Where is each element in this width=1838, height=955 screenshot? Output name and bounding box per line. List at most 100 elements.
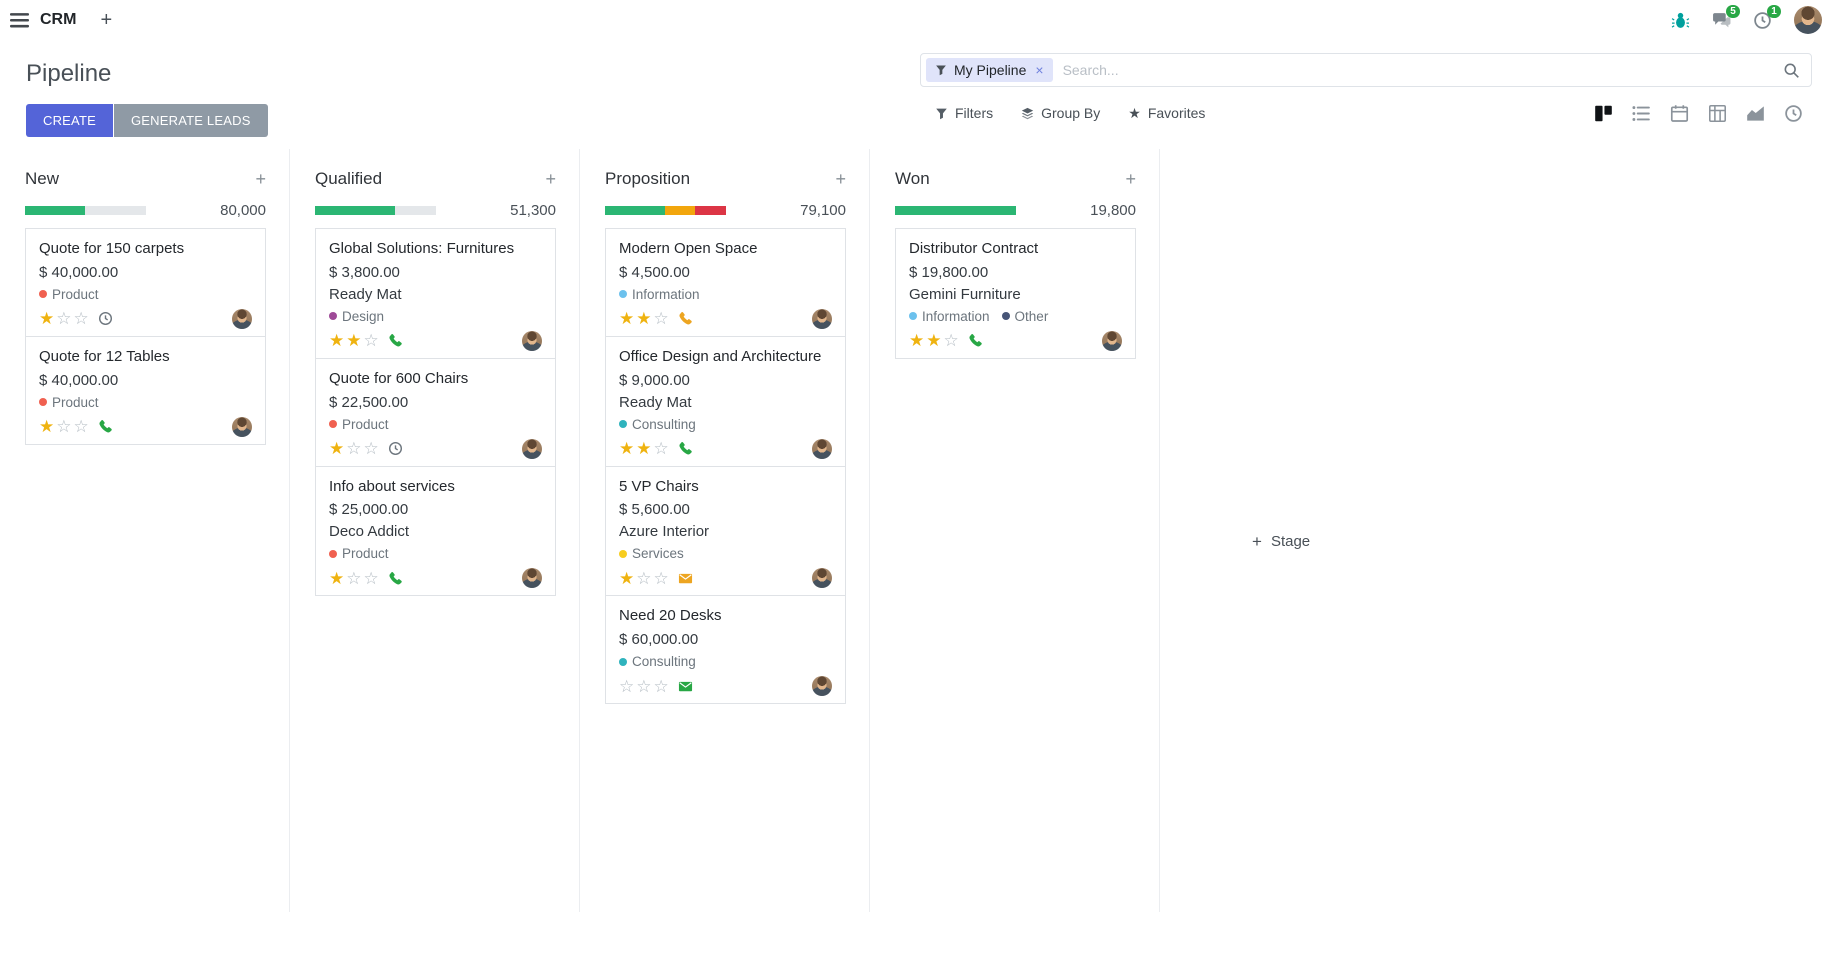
star-icon[interactable]: ★: [636, 309, 652, 329]
star-icon[interactable]: ★: [346, 331, 362, 351]
kanban-card[interactable]: Global Solutions: Furnitures $ 3,800.00 …: [315, 228, 556, 359]
clock-icon[interactable]: [98, 311, 113, 326]
progress-segment: [315, 206, 395, 215]
star-icon[interactable]: ★: [39, 417, 55, 436]
tag: Product: [329, 417, 389, 432]
systray: 5 1: [1671, 4, 1822, 34]
debug-bug-icon[interactable]: [1671, 11, 1690, 30]
column-progressbar[interactable]: [315, 206, 436, 215]
column-title[interactable]: Proposition: [605, 169, 691, 188]
kanban-card[interactable]: Need 20 Desks $ 60,000.00 Consulting ☆ ☆…: [605, 595, 846, 704]
star-icon[interactable]: ☆: [56, 309, 72, 329]
star-icon[interactable]: ★: [619, 439, 635, 458]
star-icon[interactable]: ☆: [619, 676, 635, 696]
search-icon[interactable]: [1783, 62, 1800, 79]
navbar-plus-button[interactable]: +: [100, 9, 113, 31]
salesperson-avatar: [232, 416, 252, 437]
kanban-card[interactable]: 5 VP Chairs $ 5,600.00 Azure Interior Se…: [605, 465, 846, 597]
envelope-icon[interactable]: [678, 679, 693, 694]
star-icon[interactable]: ☆: [363, 331, 379, 351]
star-icon[interactable]: ★: [636, 439, 652, 458]
card-amount: $ 40,000.00: [39, 263, 119, 281]
phone-icon[interactable]: [968, 333, 983, 348]
column-add-icon[interactable]: +: [835, 169, 846, 189]
star-icon[interactable]: ☆: [653, 676, 669, 696]
user-avatar[interactable]: [1794, 6, 1822, 34]
phone-icon[interactable]: [678, 441, 693, 456]
phone-icon[interactable]: [98, 419, 113, 434]
search-facet[interactable]: My Pipeline ×: [926, 58, 1053, 82]
column-progressbar[interactable]: [605, 206, 726, 215]
clock-icon[interactable]: [388, 441, 403, 456]
star-icon[interactable]: ★: [909, 331, 925, 351]
apps-menu-icon[interactable]: [10, 12, 29, 28]
group-by-menu[interactable]: Group By: [1021, 105, 1100, 121]
star-icon[interactable]: ☆: [653, 568, 669, 588]
star-icon[interactable]: ☆: [73, 309, 89, 329]
priority-stars: ★ ☆ ☆: [619, 570, 669, 587]
kanban-card[interactable]: Info about services $ 25,000.00 Deco Add…: [315, 465, 556, 597]
phone-icon[interactable]: [388, 571, 403, 586]
column-title[interactable]: New: [25, 169, 60, 188]
star-icon[interactable]: ☆: [653, 309, 669, 329]
tag-label: Product: [52, 286, 99, 302]
create-button[interactable]: CREATE: [26, 104, 113, 137]
star-icon[interactable]: ☆: [73, 417, 89, 436]
group-by-label: Group By: [1041, 105, 1101, 121]
star-icon[interactable]: ★: [329, 568, 345, 588]
kanban-card[interactable]: Quote for 12 Tables $ 40,000.00 Product …: [25, 335, 266, 445]
star-icon[interactable]: ★: [39, 309, 55, 329]
view-pivot-button[interactable]: [1698, 98, 1736, 128]
view-kanban-button[interactable]: [1584, 98, 1622, 128]
star-icon[interactable]: ★: [329, 331, 345, 351]
card-title: Quote for 600 Chairs: [329, 369, 469, 387]
app-brand[interactable]: CRM: [40, 11, 77, 28]
star-icon[interactable]: ☆: [943, 331, 959, 351]
view-list-button[interactable]: [1622, 98, 1660, 128]
star-icon[interactable]: ★: [926, 331, 942, 351]
filters-menu[interactable]: Filters: [935, 105, 993, 121]
star-icon[interactable]: ☆: [653, 439, 669, 458]
list-view-icon: [1631, 105, 1650, 121]
column-progressbar[interactable]: [25, 206, 146, 215]
generate-leads-button[interactable]: GENERATE LEADS: [113, 104, 268, 137]
star-icon[interactable]: ☆: [346, 439, 362, 458]
column-add-icon[interactable]: +: [1125, 169, 1136, 189]
view-activity-button[interactable]: [1774, 98, 1812, 128]
column-progressbar[interactable]: [895, 206, 1016, 215]
column-title[interactable]: Qualified: [315, 169, 383, 188]
star-icon[interactable]: ☆: [363, 439, 379, 458]
plus-icon: +: [1252, 531, 1262, 551]
kanban-card[interactable]: Quote for 150 carpets $ 40,000.00 Produc…: [25, 228, 266, 337]
kanban-card[interactable]: Quote for 600 Chairs $ 22,500.00 Product…: [315, 357, 556, 467]
column-total: 80,000: [220, 202, 266, 219]
search-bar[interactable]: My Pipeline ×: [920, 53, 1812, 87]
activities-icon[interactable]: 1: [1753, 4, 1781, 30]
kanban-card[interactable]: Distributor Contract $ 19,800.00 Gemini …: [895, 228, 1136, 359]
star-icon[interactable]: ★: [619, 568, 635, 588]
column-title[interactable]: Won: [895, 169, 930, 188]
star-icon[interactable]: ☆: [346, 568, 362, 588]
add-stage-button[interactable]: + Stage: [1252, 149, 1310, 912]
phone-icon[interactable]: [388, 333, 403, 348]
messages-icon[interactable]: 5: [1712, 4, 1740, 30]
facet-remove-icon[interactable]: ×: [1035, 62, 1044, 78]
search-input[interactable]: [1052, 62, 1783, 78]
view-calendar-button[interactable]: [1660, 98, 1698, 128]
envelope-icon[interactable]: [678, 571, 693, 586]
star-icon[interactable]: ★: [619, 309, 635, 329]
favorites-menu[interactable]: ★ Favorites: [1128, 105, 1205, 121]
column-add-icon[interactable]: +: [255, 169, 266, 189]
star-icon[interactable]: ★: [329, 439, 345, 458]
kanban-card[interactable]: Office Design and Architecture $ 9,000.0…: [605, 335, 846, 467]
star-icon[interactable]: ☆: [56, 417, 72, 436]
star-icon[interactable]: ☆: [363, 568, 379, 588]
kanban-card[interactable]: Modern Open Space $ 4,500.00 Information…: [605, 228, 846, 337]
column-add-icon[interactable]: +: [545, 169, 556, 189]
priority-stars: ★ ★ ☆: [909, 332, 959, 349]
star-icon[interactable]: ☆: [636, 568, 652, 588]
phone-icon[interactable]: [678, 311, 693, 326]
view-graph-button[interactable]: [1736, 98, 1774, 128]
star-icon[interactable]: ☆: [636, 676, 652, 696]
tag-color-dot: [619, 549, 627, 558]
